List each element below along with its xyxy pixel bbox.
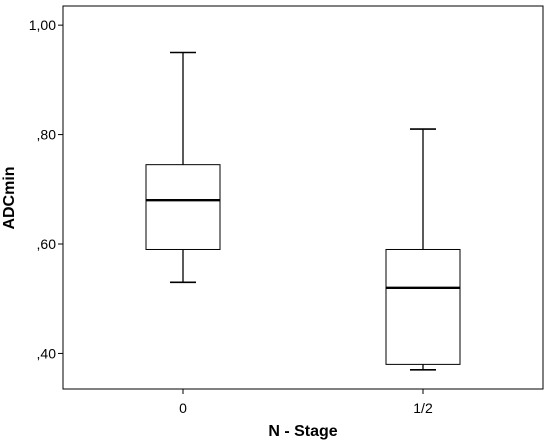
y-tick-label: 1,00 bbox=[29, 17, 56, 33]
y-tick-label: ,80 bbox=[37, 127, 57, 143]
x-tick-label: 1/2 bbox=[413, 400, 433, 416]
y-tick-label: ,60 bbox=[37, 236, 57, 252]
box-group bbox=[145, 51, 221, 284]
y-axis: ,40 ,60 ,80 1,00 bbox=[29, 17, 63, 361]
iqr-box bbox=[145, 164, 221, 250]
box-series bbox=[145, 51, 461, 371]
iqr-box bbox=[385, 248, 461, 365]
x-axis-title: N - Stage bbox=[268, 423, 337, 440]
y-tick-label: ,40 bbox=[37, 345, 57, 361]
y-axis-title: ADCmin bbox=[1, 166, 18, 229]
box-group bbox=[385, 128, 461, 371]
plot-area bbox=[62, 5, 544, 390]
x-tick-label: 0 bbox=[179, 400, 187, 416]
x-axis: 0 1/2 bbox=[179, 389, 433, 416]
